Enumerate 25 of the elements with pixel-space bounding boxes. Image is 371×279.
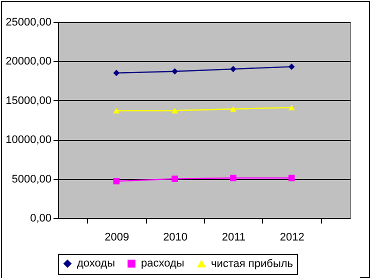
legend-label: доходы [77, 258, 116, 270]
point [288, 64, 295, 70]
x-tick-label: 2009 [104, 232, 130, 244]
point [230, 106, 236, 112]
y-tick-label: 20000,00 [6, 56, 52, 68]
y-tick-label: 0,00 [30, 212, 52, 224]
y-tick-label: 15000,00 [6, 94, 52, 107]
point [172, 108, 178, 114]
x-tick-label: 2012 [280, 232, 304, 244]
y-tick-label: 10000,00 [6, 134, 52, 146]
point [230, 66, 236, 72]
legend-label: расходы [141, 258, 184, 270]
y-tick-label: 25000,00 [6, 16, 52, 28]
legend-label: чистая прибыль [211, 258, 294, 270]
point [288, 104, 295, 110]
point [288, 174, 295, 182]
y-tick-label: 5000,00 [12, 173, 52, 186]
point [113, 70, 120, 76]
point [230, 174, 236, 182]
point [172, 176, 178, 182]
point [172, 68, 178, 75]
x-tick-label: 2011 [222, 232, 246, 244]
x-tick-label: 2010 [163, 232, 188, 244]
point [113, 108, 120, 114]
point [113, 178, 120, 184]
